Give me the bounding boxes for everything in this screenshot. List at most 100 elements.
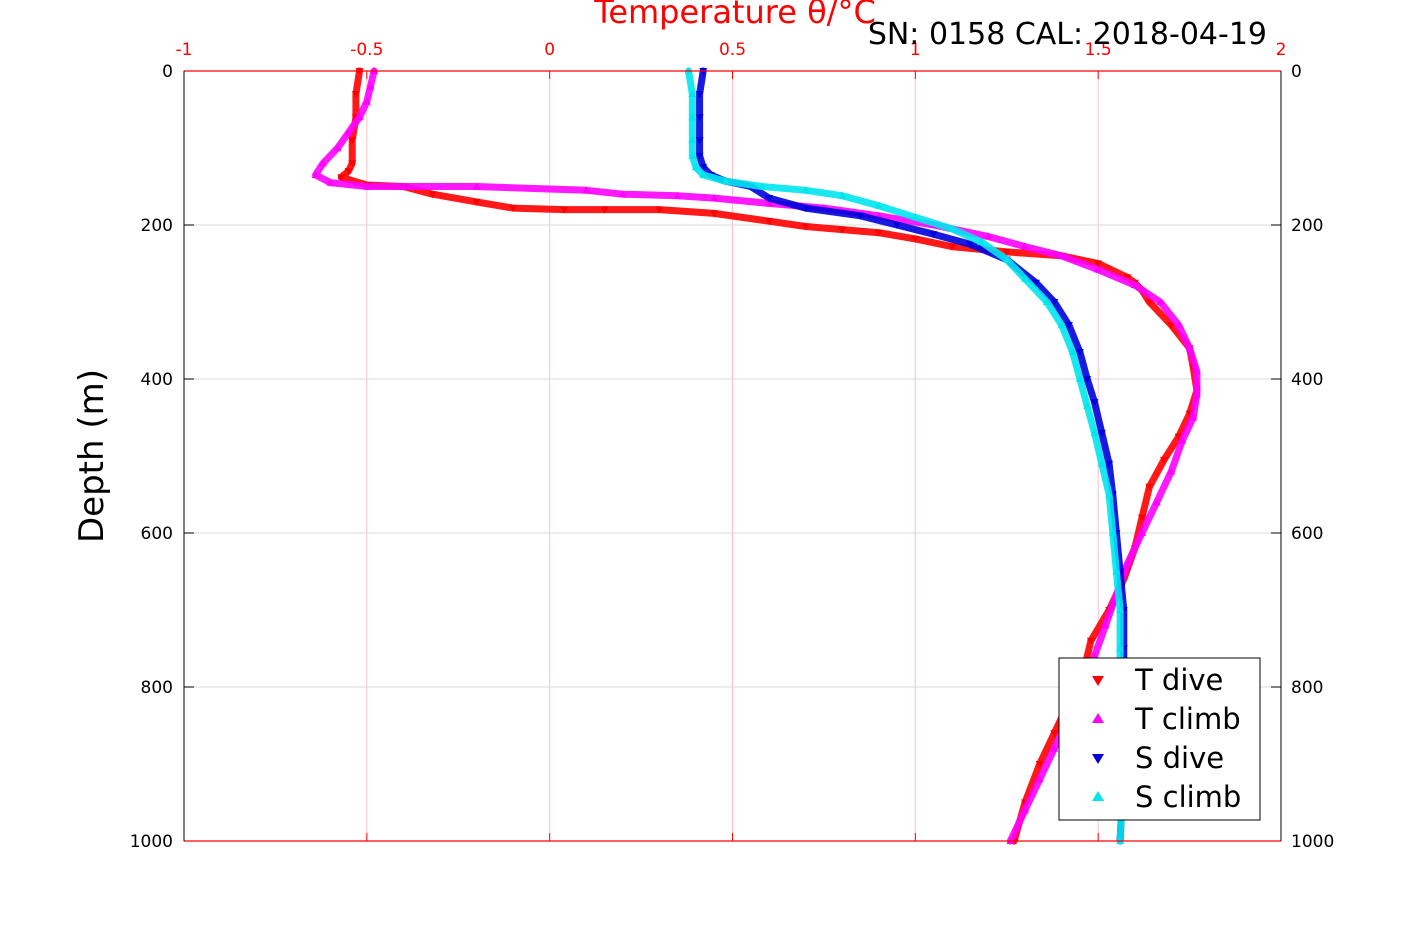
data-point-s-climb xyxy=(1116,606,1125,613)
legend-label-s-dive: S dive xyxy=(1135,741,1224,775)
data-point-t-climb xyxy=(1192,390,1201,398)
data-point-t-climb xyxy=(333,144,342,151)
data-point-s-climb xyxy=(1116,644,1125,652)
data-point-t-dive xyxy=(344,168,353,176)
data-point-t-climb xyxy=(1035,775,1044,783)
data-point-s-dive xyxy=(1064,322,1073,330)
data-point-s-climb xyxy=(1075,375,1084,382)
legend-marker-t-climb xyxy=(1092,713,1104,723)
legend-label-t-climb: T climb xyxy=(1134,702,1241,736)
data-point-s-climb xyxy=(1105,490,1114,498)
data-point-t-climb xyxy=(1189,413,1198,421)
data-point-t-climb xyxy=(1174,321,1183,329)
data-point-s-dive xyxy=(856,212,865,220)
data-point-s-dive xyxy=(695,152,704,160)
data-point-t-dive xyxy=(838,226,847,234)
y-tick-label-left: 1000 xyxy=(130,832,173,852)
data-point-t-dive xyxy=(1050,730,1059,738)
data-point-s-climb xyxy=(691,163,700,171)
axes xyxy=(183,70,1282,842)
data-point-s-climb xyxy=(1090,428,1099,436)
data-point-t-dive xyxy=(1145,483,1154,491)
data-point-s-climb xyxy=(1112,567,1121,575)
data-point-s-dive xyxy=(1075,349,1084,357)
data-point-t-climb xyxy=(1185,344,1194,352)
data-point-t-climb xyxy=(1138,529,1147,536)
data-point-t-dive xyxy=(1138,514,1147,522)
data-point-t-climb xyxy=(1130,281,1139,289)
data-point-t-dive xyxy=(1002,248,1011,256)
legend: T dive T climb S dive S climb xyxy=(1058,657,1261,821)
data-point-t-dive xyxy=(710,210,719,218)
x-tick-label: 0 xyxy=(544,40,555,60)
y-tick-labels: 0 0 200 200 400 400 600 600 800 800 1000 1000 xyxy=(130,62,1335,852)
data-point-t-climb xyxy=(765,199,774,207)
data-point-t-climb xyxy=(362,182,371,190)
data-point-s-dive xyxy=(1097,429,1106,437)
data-point-s-climb xyxy=(1068,348,1077,356)
data-point-t-dive xyxy=(509,205,518,213)
data-point-t-dive xyxy=(1086,637,1095,645)
data-point-t-dive xyxy=(655,206,664,214)
legend-label-t-dive: T dive xyxy=(1134,663,1223,697)
data-point-s-climb xyxy=(947,224,956,232)
data-point-t-climb xyxy=(311,170,320,178)
data-point-s-climb xyxy=(874,201,883,209)
y-tick-label-left: 0 xyxy=(162,62,173,82)
y-tick-label-right: 400 xyxy=(1291,370,1323,390)
data-point-s-dive xyxy=(695,137,704,145)
data-point-s-dive xyxy=(1083,376,1092,383)
legend-marker-s-dive xyxy=(1092,754,1104,764)
data-point-t-climb xyxy=(1050,744,1059,752)
data-point-s-dive xyxy=(1090,399,1099,407)
data-point-t-climb xyxy=(1094,265,1103,273)
data-point-s-climb xyxy=(699,170,708,178)
legend-marker-t-dive xyxy=(1092,676,1104,686)
data-point-s-climb xyxy=(838,191,847,199)
data-point-t-climb xyxy=(1178,436,1187,444)
data-point-s-climb xyxy=(1042,298,1051,305)
y-axis-label: Depth (m) xyxy=(72,369,112,543)
data-point-t-dive xyxy=(1159,456,1168,464)
legend-box xyxy=(1058,657,1261,821)
data-point-t-dive xyxy=(765,218,774,226)
x-tick-label: 1 xyxy=(910,40,921,60)
data-point-t-dive xyxy=(947,243,956,251)
data-point-t-dive xyxy=(1174,433,1183,441)
legend-label-s-climb: S climb xyxy=(1135,780,1241,814)
data-point-t-climb xyxy=(318,159,327,167)
data-point-t-climb xyxy=(472,182,481,190)
data-point-t-dive xyxy=(801,223,810,231)
data-point-t-climb xyxy=(582,186,591,194)
data-point-s-dive xyxy=(966,241,975,249)
data-point-s-dive xyxy=(695,91,704,99)
data-point-s-climb xyxy=(1002,255,1011,263)
data-point-s-climb xyxy=(688,151,697,159)
legend-marker-s-climb xyxy=(1092,791,1104,801)
data-point-s-climb xyxy=(757,182,766,190)
data-point-t-dive xyxy=(874,229,883,237)
data-point-s-dive xyxy=(1105,460,1114,468)
data-point-t-dive xyxy=(600,206,609,214)
data-point-t-climb xyxy=(984,232,993,240)
data-point-t-climb xyxy=(344,128,353,136)
data-point-t-climb xyxy=(618,190,627,198)
data-point-t-climb xyxy=(710,194,719,202)
data-point-t-dive xyxy=(1094,260,1103,268)
data-point-t-climb xyxy=(1156,298,1165,305)
header-text: SN: 0158 CAL: 2018-04-19 xyxy=(868,17,1267,52)
x-tick-label: 0.5 xyxy=(719,40,746,60)
data-point-t-dive xyxy=(1035,761,1044,768)
data-point-t-dive xyxy=(337,174,346,182)
y-tick-label-left: 600 xyxy=(141,524,173,544)
y-tick-label-right: 200 xyxy=(1291,216,1323,236)
data-point-s-climb xyxy=(1057,321,1066,329)
data-point-s-climb xyxy=(1083,401,1092,409)
y-tick-label-left: 200 xyxy=(141,216,173,236)
data-point-t-climb xyxy=(1123,559,1132,567)
data-point-s-dive xyxy=(699,164,708,172)
x-tick-label: 1.5 xyxy=(1085,40,1112,60)
data-point-s-climb xyxy=(801,186,810,194)
y-tick-label-left: 400 xyxy=(141,370,173,390)
